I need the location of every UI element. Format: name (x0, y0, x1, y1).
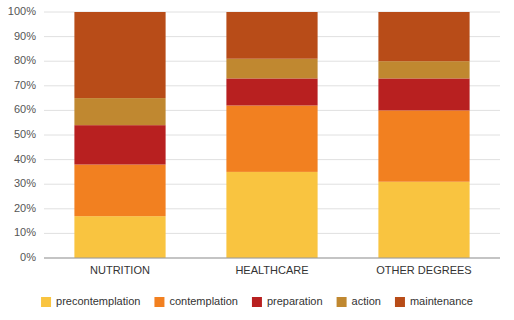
bar-segment (226, 78, 317, 105)
y-tick-label: 0% (20, 251, 36, 263)
legend-item: contemplation (154, 295, 238, 307)
legend-swatch (252, 297, 262, 307)
y-tick-label: 10% (14, 226, 36, 238)
legend-label: preparation (267, 295, 323, 307)
bar-segment (74, 98, 165, 125)
bar-segment (226, 59, 317, 79)
y-axis: 0% 10% 20% 30% 40% 50% 60% 70% 80% 90% 100% (8, 5, 36, 263)
x-axis: NUTRITION HEALTHCARE OTHER DEGREES (90, 264, 472, 276)
x-tick-label: NUTRITION (90, 264, 150, 276)
bar-segment (74, 216, 165, 258)
y-tick-label: 100% (8, 5, 36, 17)
bar-segment (378, 12, 469, 61)
bar-segment (74, 12, 165, 98)
bar-segment (378, 110, 469, 181)
y-tick-label: 90% (14, 30, 36, 42)
bar-segment (226, 172, 317, 258)
y-tick-label: 50% (14, 128, 36, 140)
legend-swatch (41, 297, 51, 307)
y-tick-label: 40% (14, 153, 36, 165)
y-tick-label: 30% (14, 177, 36, 189)
chart-svg: 0% 10% 20% 30% 40% 50% 60% 70% 80% 90% 100% NUTRITI… (0, 0, 514, 320)
y-tick-label: 60% (14, 103, 36, 115)
grid-line (44, 258, 500, 259)
bars (74, 12, 469, 258)
legend-item: action (337, 295, 381, 307)
legend-label: precontemplation (56, 295, 140, 307)
legend-item: precontemplation (41, 295, 140, 307)
grid (44, 12, 500, 258)
legend: precontemplation contemplation preparation… (41, 295, 473, 307)
legend-label: contemplation (169, 295, 238, 307)
legend-label: maintenance (410, 295, 473, 307)
legend-label: action (352, 295, 381, 307)
legend-item: maintenance (395, 295, 473, 307)
y-tick-label: 80% (14, 54, 36, 66)
bar-segment (378, 78, 469, 110)
bar-segment (226, 105, 317, 171)
bar-segment (74, 125, 165, 164)
bar-segment (378, 182, 469, 258)
bar-segment (226, 12, 317, 59)
legend-swatch (337, 297, 347, 307)
bar-segment (74, 165, 165, 217)
chart-container: 0% 10% 20% 30% 40% 50% 60% 70% 80% 90% 100% NUTRITI… (0, 0, 514, 320)
x-axis-line (44, 258, 500, 259)
legend-item: preparation (252, 295, 323, 307)
legend-swatch (154, 297, 164, 307)
x-tick-label: OTHER DEGREES (376, 264, 471, 276)
bar-segment (378, 61, 469, 78)
legend-swatch (395, 297, 405, 307)
y-tick-label: 70% (14, 79, 36, 91)
x-tick-label: HEALTHCARE (235, 264, 308, 276)
y-tick-label: 20% (14, 202, 36, 214)
